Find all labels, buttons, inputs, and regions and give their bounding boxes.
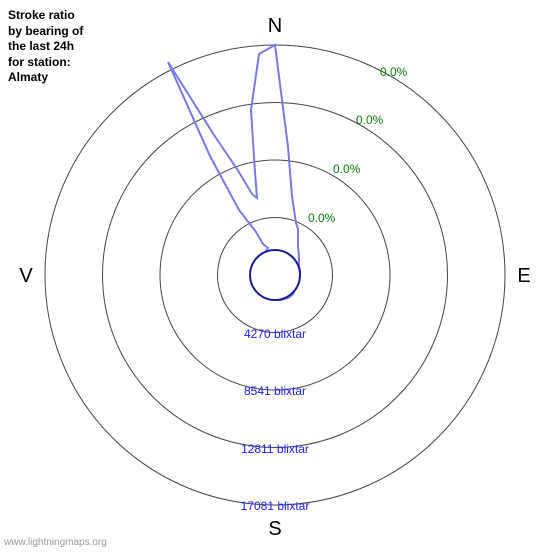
cardinal-s: S (268, 518, 281, 540)
blix-label: 4270 blixtar (244, 327, 306, 341)
blix-label: 12811 blixtar (241, 442, 309, 456)
polar-chart: N E S V 0.0% 0.0% 0.0% 0.0% 4270 blixtar… (0, 0, 550, 550)
blix-label: 8541 blixtar (244, 384, 306, 398)
cardinal-v: V (19, 265, 33, 287)
pct-label: 0.0% (308, 211, 336, 225)
cardinal-e: E (517, 265, 530, 287)
cardinal-n: N (268, 15, 282, 37)
pct-label: 0.0% (356, 113, 384, 127)
pct-label: 0.0% (380, 65, 408, 79)
inner-circle (250, 250, 300, 300)
pct-label: 0.0% (333, 162, 361, 176)
blix-label: 17081 blixtar (241, 499, 310, 513)
footer-attribution: www.lightningmaps.org (4, 537, 107, 548)
